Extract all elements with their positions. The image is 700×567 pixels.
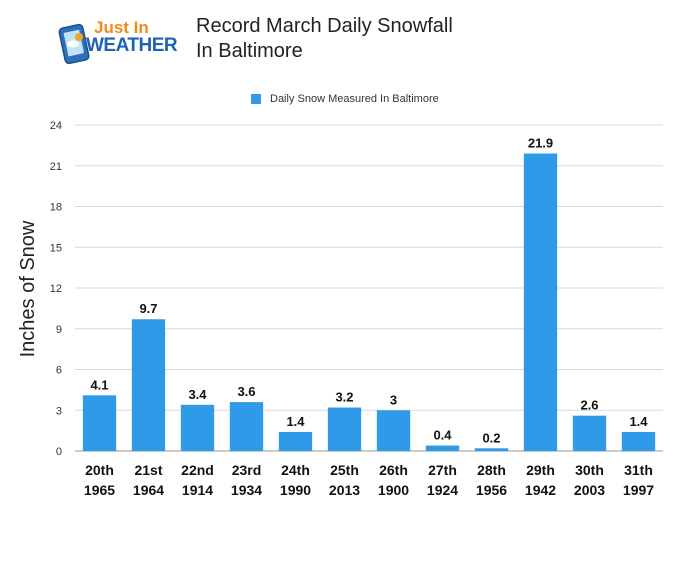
x-tick-label: 25th 2013	[329, 462, 360, 498]
phone-weather-icon	[58, 23, 90, 65]
y-tick-label: 12	[50, 283, 62, 295]
y-tick-label: 0	[56, 446, 62, 458]
bar	[572, 415, 607, 451]
x-tick-label: 22nd 1914	[181, 462, 214, 498]
legend-swatch	[251, 94, 261, 104]
bar	[621, 431, 656, 451]
data-label: 0.4	[433, 428, 452, 443]
y-tick-label: 18	[50, 202, 62, 214]
bars	[82, 153, 656, 451]
x-tick-label: 21st 1964	[133, 462, 164, 498]
bar	[425, 445, 460, 451]
x-tick-label: 28th 1956	[476, 462, 507, 498]
x-tick-label: 20th 1965	[84, 462, 115, 498]
just-in-weather-logo: Just In WEATHER	[58, 18, 183, 68]
bar	[180, 404, 215, 451]
data-label: 4.1	[90, 377, 108, 392]
data-label: 3.2	[335, 390, 353, 405]
data-label: 1.4	[286, 414, 305, 429]
x-tick-label: 24th 1990	[280, 462, 311, 498]
bar	[229, 402, 264, 451]
bar	[278, 431, 313, 451]
logo-text-just-in: Just In	[94, 18, 149, 37]
x-tick-label: 30th 2003	[574, 462, 605, 498]
x-tick-label: 31th 1997	[623, 462, 654, 498]
logo-text-weather: WEATHER	[86, 35, 178, 56]
y-tick-label: 15	[50, 242, 62, 254]
chart-title: Record March Daily Snowfall In Baltimore	[196, 15, 453, 62]
x-tick-label: 26th 1900	[378, 462, 409, 498]
data-label: 3.4	[188, 387, 207, 402]
x-tick-label: 29th 1942	[525, 462, 556, 498]
y-tick-label: 3	[56, 405, 62, 417]
y-tick-label: 21	[50, 161, 62, 173]
data-label: 3.6	[237, 384, 255, 399]
data-label: 2.6	[580, 398, 598, 413]
legend-label: Daily Snow Measured In Baltimore	[270, 93, 439, 105]
bar	[523, 153, 558, 451]
bar	[131, 319, 166, 451]
bar	[327, 407, 362, 451]
grid-lines	[75, 124, 663, 452]
data-label: 0.2	[482, 430, 500, 445]
data-label: 21.9	[528, 136, 553, 151]
legend: Daily Snow Measured In Baltimore	[251, 93, 439, 105]
y-axis-ticks: 0 3 6 9 12 15 18 21 24	[50, 120, 62, 458]
data-label: 9.7	[139, 301, 157, 316]
x-axis-ticks: 20th 1965 21st 1964 22nd 1914 23rd 1934 24th 1990…	[84, 462, 654, 498]
x-tick-label: 27th 1924	[427, 462, 458, 498]
bar	[82, 395, 117, 451]
bar	[474, 448, 509, 451]
y-tick-label: 9	[56, 324, 62, 336]
data-label: 3	[390, 392, 397, 407]
x-tick-label: 23rd 1934	[231, 462, 262, 498]
data-label: 1.4	[629, 414, 648, 429]
y-tick-label: 6	[56, 365, 62, 377]
data-labels: 4.1 9.7 3.4 3.6 1.4 3.2 3 0.4 0.2 21.9 2.6 1.4	[90, 136, 648, 446]
y-axis-label: Inches of Snow	[17, 220, 39, 357]
y-tick-label: 24	[50, 120, 62, 132]
bar	[376, 410, 411, 451]
